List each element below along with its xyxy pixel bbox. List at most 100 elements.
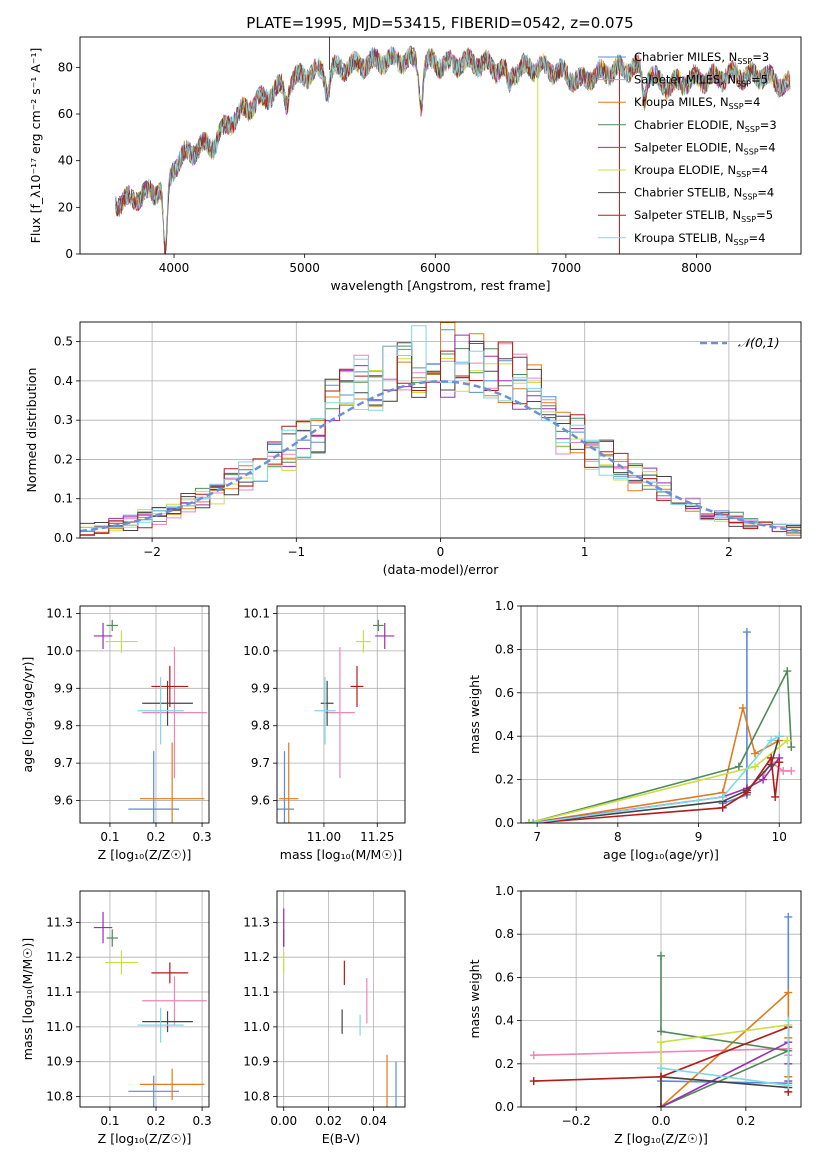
- spectrum-xtick-label: 7000: [551, 261, 582, 275]
- mass-weight-marker: [779, 766, 788, 775]
- mass-weight-vs-age-ytick-label: 0.0: [495, 816, 514, 830]
- spectrum-ytick-label: 0: [65, 247, 73, 261]
- mass-weight-vs-Z-xtick-label: 0.2: [736, 1114, 755, 1128]
- mass-weight-marker: [783, 667, 792, 676]
- mass-weight-marker: [784, 912, 793, 921]
- mass-weight-vs-Z-frame: [520, 890, 802, 1108]
- mass-weight-marker: [775, 758, 784, 767]
- mass-weight-vs-Z-ytick-label: 0.8: [495, 927, 514, 941]
- mass-weight-vs-age-ytick-label: 0.2: [495, 773, 514, 787]
- mass-weight-vs-Z-xlabel: Z [log₁₀(Z/Z☉)]: [614, 1131, 708, 1146]
- mass-weight-marker: [525, 819, 534, 823]
- mass-weight-marker: [759, 775, 768, 784]
- mass-vs-ebv-frame: [276, 890, 406, 1108]
- mass-weight-marker: [784, 988, 793, 997]
- spectrum-ytick-label: 60: [58, 107, 73, 121]
- mass-weight-marker: [529, 819, 538, 823]
- mass-weight-line: [660, 1020, 790, 1087]
- mass-weight-line: [660, 916, 790, 1085]
- mass-weight-marker: [784, 1081, 793, 1090]
- mass-weight-vs-age-ytick-label: 0.4: [495, 729, 514, 743]
- mass-weight-line: [532, 735, 780, 823]
- residuals-xtick-label: 2: [725, 545, 733, 559]
- residuals-ytick-label: 0.2: [54, 452, 73, 466]
- spectrum-ytick-label: 20: [58, 200, 73, 214]
- mass-weight-marker: [783, 736, 792, 745]
- legend-label: Chabrier ELODIE, NSSP=3: [634, 118, 777, 134]
- mass-vs-Z-grid: [80, 891, 209, 1107]
- legend-nssp: =4: [757, 186, 774, 200]
- age-vs-Z-ytick-label: 9.6: [54, 794, 73, 808]
- mass-weight-marker: [775, 732, 784, 741]
- mass-vs-Z-ytick-label: 11.2: [46, 950, 73, 964]
- mass-weight-marker: [657, 1027, 665, 1036]
- mass-weight-marker: [742, 788, 751, 797]
- spectrum-ytick-label: 80: [58, 60, 73, 74]
- mass-weight-marker: [751, 762, 760, 771]
- mass-weight-line: [660, 1024, 789, 1107]
- legend-nssp: =5: [751, 73, 768, 87]
- spectrum-ylabel: Flux [f_λ10⁻¹⁷ erg cm⁻² s⁻¹ A⁻¹]: [28, 48, 43, 244]
- mass-weight-marker: [751, 749, 760, 758]
- legend-nssp: =3: [760, 118, 777, 132]
- mass-vs-ebv-ytick-label: 11.1: [243, 985, 270, 999]
- spectrum-plot-area: [115, 37, 791, 254]
- mass-weight-vs-Z-ytick-label: 0.6: [495, 970, 514, 984]
- mass-weight-vs-age-xtick-label: 10: [772, 830, 787, 844]
- mass-vs-Z-ytick-label: 11.1: [46, 985, 73, 999]
- mass-vs-ebv-ytick-label: 10.9: [243, 1055, 270, 1069]
- mass-weight-marker: [657, 1103, 665, 1107]
- mass-vs-Z-ylabel: mass [log₁₀(M/M☉)]: [20, 938, 35, 1060]
- mass-weight-marker: [529, 1051, 538, 1060]
- mass-vs-ebv-xtick-label: 0.02: [315, 1114, 342, 1128]
- mass-vs-Z-frame: [79, 890, 210, 1108]
- residuals-frame: [79, 321, 802, 539]
- residuals-ylabel: Normed distribution: [24, 368, 39, 493]
- mass-weight-vs-age-xlabel: age [log₁₀(age/yr)]: [603, 847, 719, 862]
- age-vs-Z-ytick-label: 10.0: [46, 644, 73, 658]
- age-vs-Z-ytick-label: 9.8: [54, 719, 73, 733]
- mass-vs-Z-plot-area: [93, 911, 207, 1107]
- legend-label: Chabrier MILES, NSSP=3: [634, 50, 769, 66]
- residuals-xtick-label: −2: [143, 545, 161, 559]
- mass-weight-marker: [657, 951, 665, 960]
- age-vs-Z-ylabel: age [log₁₀(age/yr)]: [20, 657, 35, 773]
- mass-vs-Z-xtick-label: 0.2: [146, 1114, 165, 1128]
- legend-sub: SSP: [737, 57, 752, 66]
- mass-weight-line: [660, 955, 792, 1107]
- mass-weight-marker: [718, 803, 727, 812]
- histogram-step: [80, 325, 801, 538]
- residuals-ytick-label: 0.4: [54, 374, 73, 388]
- age-vs-mass-panel: 11.00 11.25 9.6 9.7 9.8 9.9 10.0 10.1 mass [log₁…: [243, 605, 406, 862]
- residuals-xtick-label: 1: [581, 545, 589, 559]
- age-vs-mass-ytick-label: 9.6: [251, 794, 270, 808]
- mass-weight-vs-age-plot-area: [525, 628, 796, 823]
- mass-weight-marker: [771, 792, 780, 801]
- mass-weight-vs-Z-ytick-label: 1.0: [495, 884, 514, 898]
- age-vs-Z-xtick-label: 0.2: [146, 830, 165, 844]
- legend-nssp: =4: [744, 95, 761, 109]
- mass-vs-ebv-grid: [277, 891, 405, 1107]
- mass-vs-Z-ytick-label: 11.3: [46, 915, 73, 929]
- mass-weight-vs-Z-ylabel: mass weight: [467, 959, 482, 1038]
- spectrum-panel: 4000 5000 6000 7000 8000 0 20 40 60 80 wavelength …: [28, 36, 802, 293]
- spectrum-xtick-label: 5000: [289, 261, 320, 275]
- age-vs-mass-grid: [277, 606, 405, 823]
- spectrum-frame: [79, 36, 802, 255]
- mass-vs-ebv-xlabel: E(B-V): [322, 1131, 361, 1146]
- legend-label: Kroupa STELIB, NSSP=4: [634, 231, 765, 247]
- mass-weight-vs-Z-xtick-label: 0.0: [651, 1114, 670, 1128]
- mass-vs-Z-ytick-label: 10.8: [46, 1090, 73, 1104]
- spectrum-ytick-label: 40: [58, 154, 73, 168]
- legend-nssp: =4: [751, 163, 768, 177]
- mass-weight-marker: [742, 628, 751, 637]
- legend-nssp: =3: [752, 50, 769, 64]
- mass-weight-vs-age-panel: 7 8 9 10 0.0 0.2 0.4 0.6 0.8 1.0 age [log₁₀(age/yr…: [467, 599, 802, 862]
- residuals-ytick-label: 0.3: [54, 413, 73, 427]
- age-vs-mass-plot-area: [277, 619, 395, 823]
- mass-weight-line: [528, 668, 793, 823]
- age-vs-Z-xtick-label: 0.3: [193, 830, 212, 844]
- mass-vs-Z-xtick-label: 0.3: [193, 1114, 212, 1128]
- mass-weight-vs-age-ytick-label: 0.8: [495, 642, 514, 656]
